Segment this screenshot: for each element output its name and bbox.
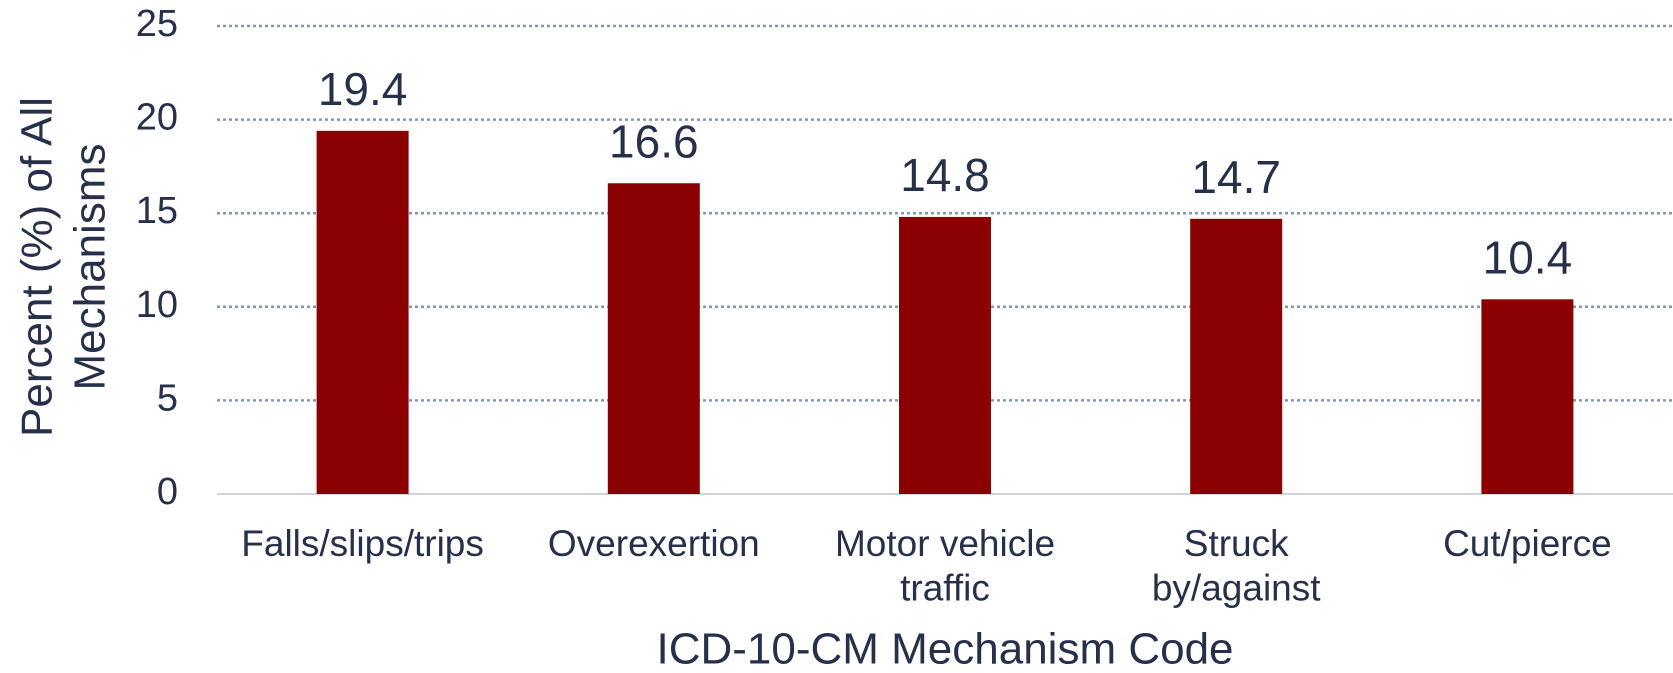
x-tick-label: Falls/slips/trips (241, 523, 484, 564)
y-tick-label: 0 (157, 471, 178, 513)
x-tick-label: Overexertion (548, 523, 760, 564)
value-label: 10.4 (1483, 231, 1573, 283)
value-label: 19.4 (318, 63, 408, 115)
y-axis-title: Percent (%) of AllMechanisms (12, 97, 114, 437)
value-label: 14.7 (1191, 151, 1281, 203)
y-tick-label: 10 (136, 284, 178, 326)
x-axis-title: ICD-10-CM Mechanism Code (656, 625, 1233, 673)
x-tick-label: Motor vehicle traffic (835, 523, 1055, 608)
bar (607, 183, 700, 495)
bar (316, 130, 409, 494)
y-tick-label: 5 (157, 377, 178, 419)
bar (1481, 299, 1574, 494)
y-tick-label: 25 (136, 3, 178, 45)
y-tick-label: 20 (136, 97, 178, 139)
x-tick-label: Cut/pierce (1443, 523, 1612, 564)
value-label: 16.6 (609, 115, 699, 167)
bar (899, 216, 991, 494)
y-tick-label: 15 (136, 190, 178, 232)
x-tick-label: Struck by/against (1152, 523, 1321, 608)
bar (1190, 218, 1283, 495)
value-label: 14.8 (900, 149, 990, 201)
